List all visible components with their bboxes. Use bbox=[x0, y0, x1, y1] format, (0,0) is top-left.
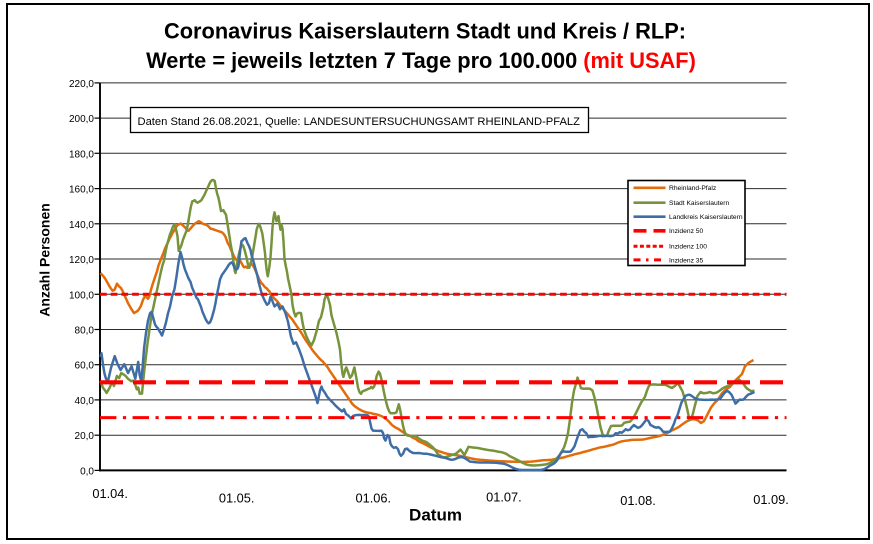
svg-text:01.05.: 01.05. bbox=[219, 491, 255, 506]
svg-text:20,0: 20,0 bbox=[75, 431, 95, 442]
svg-text:Inzidenz 35: Inzidenz 35 bbox=[669, 257, 703, 264]
svg-text:01.09.: 01.09. bbox=[753, 492, 789, 507]
svg-text:180,0: 180,0 bbox=[69, 149, 94, 160]
svg-text:Daten Stand 26.08.2021, Quelle: Daten Stand 26.08.2021, Quelle: LANDESUN… bbox=[138, 116, 581, 128]
svg-text:Stadt Kaiserslautern: Stadt Kaiserslautern bbox=[669, 200, 730, 207]
svg-text:200,0: 200,0 bbox=[69, 114, 94, 125]
svg-text:220,0: 220,0 bbox=[69, 79, 94, 90]
svg-text:Werte = jeweils letzten 7 Tage: Werte = jeweils letzten 7 Tage pro 100.0… bbox=[146, 48, 696, 73]
svg-text:01.08.: 01.08. bbox=[620, 493, 656, 508]
svg-text:01.06.: 01.06. bbox=[356, 491, 392, 506]
svg-text:120,0: 120,0 bbox=[69, 255, 94, 266]
svg-text:Rheinland-Pfalz: Rheinland-Pfalz bbox=[669, 185, 717, 192]
svg-text:Inzidenz 50: Inzidenz 50 bbox=[669, 228, 703, 235]
svg-text:160,0: 160,0 bbox=[69, 185, 94, 196]
svg-text:Coronavirus Kaiserslautern Sta: Coronavirus Kaiserslautern Stadt und Kre… bbox=[164, 19, 686, 44]
svg-text:80,0: 80,0 bbox=[75, 326, 95, 337]
svg-text:140,0: 140,0 bbox=[69, 220, 94, 231]
svg-text:Inzidenz 100: Inzidenz 100 bbox=[669, 244, 707, 251]
svg-text:0,0: 0,0 bbox=[80, 466, 94, 477]
svg-text:60,0: 60,0 bbox=[75, 361, 95, 372]
svg-text:Datum: Datum bbox=[409, 506, 462, 525]
svg-text:40,0: 40,0 bbox=[75, 396, 95, 407]
svg-text:Anzahl Personen: Anzahl Personen bbox=[37, 203, 53, 317]
svg-text:01.04.: 01.04. bbox=[92, 486, 128, 501]
svg-text:Landkreis Kaiserslautern: Landkreis Kaiserslautern bbox=[669, 214, 743, 221]
svg-text:01.07.: 01.07. bbox=[486, 489, 522, 504]
svg-text:100,0: 100,0 bbox=[69, 290, 94, 301]
